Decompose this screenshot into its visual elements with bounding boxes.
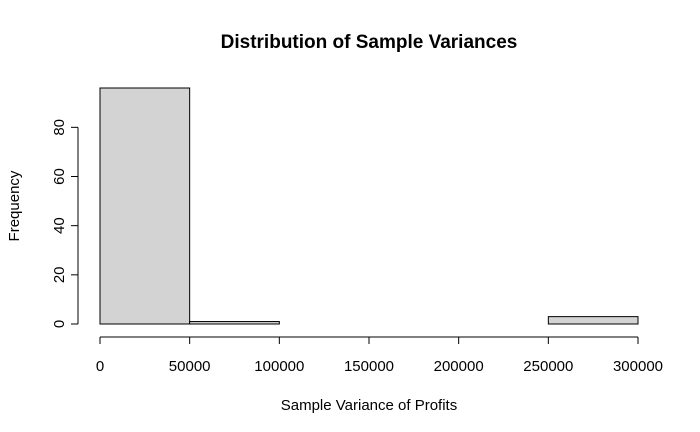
y-tick-label: 40	[51, 217, 68, 234]
x-tick-label: 150000	[344, 358, 394, 375]
y-tick-label: 0	[51, 320, 68, 328]
x-axis-label: Sample Variance of Profits	[281, 397, 457, 414]
chart-title: Distribution of Sample Variances	[221, 32, 518, 53]
x-tick-label: 300000	[613, 358, 663, 375]
histogram-bar	[547, 316, 639, 325]
x-axis: 0 50000 100000 150000 200000 250000 300000	[96, 336, 663, 375]
y-tick-label: 80	[51, 119, 68, 136]
y-axis-label: Frequency	[6, 170, 23, 241]
histogram-bar	[99, 87, 191, 325]
x-tick-label: 0	[96, 358, 104, 375]
x-tick-label: 250000	[523, 358, 573, 375]
y-tick-label: 20	[51, 266, 68, 283]
histogram-bar	[189, 321, 280, 325]
y-tick-label: 60	[51, 168, 68, 185]
x-tick-label: 100000	[254, 358, 304, 375]
bars-group	[99, 87, 639, 325]
x-tick-label: 200000	[434, 358, 484, 375]
x-tick-label: 50000	[169, 358, 211, 375]
y-axis: 0 20 40 60 80	[51, 119, 79, 328]
